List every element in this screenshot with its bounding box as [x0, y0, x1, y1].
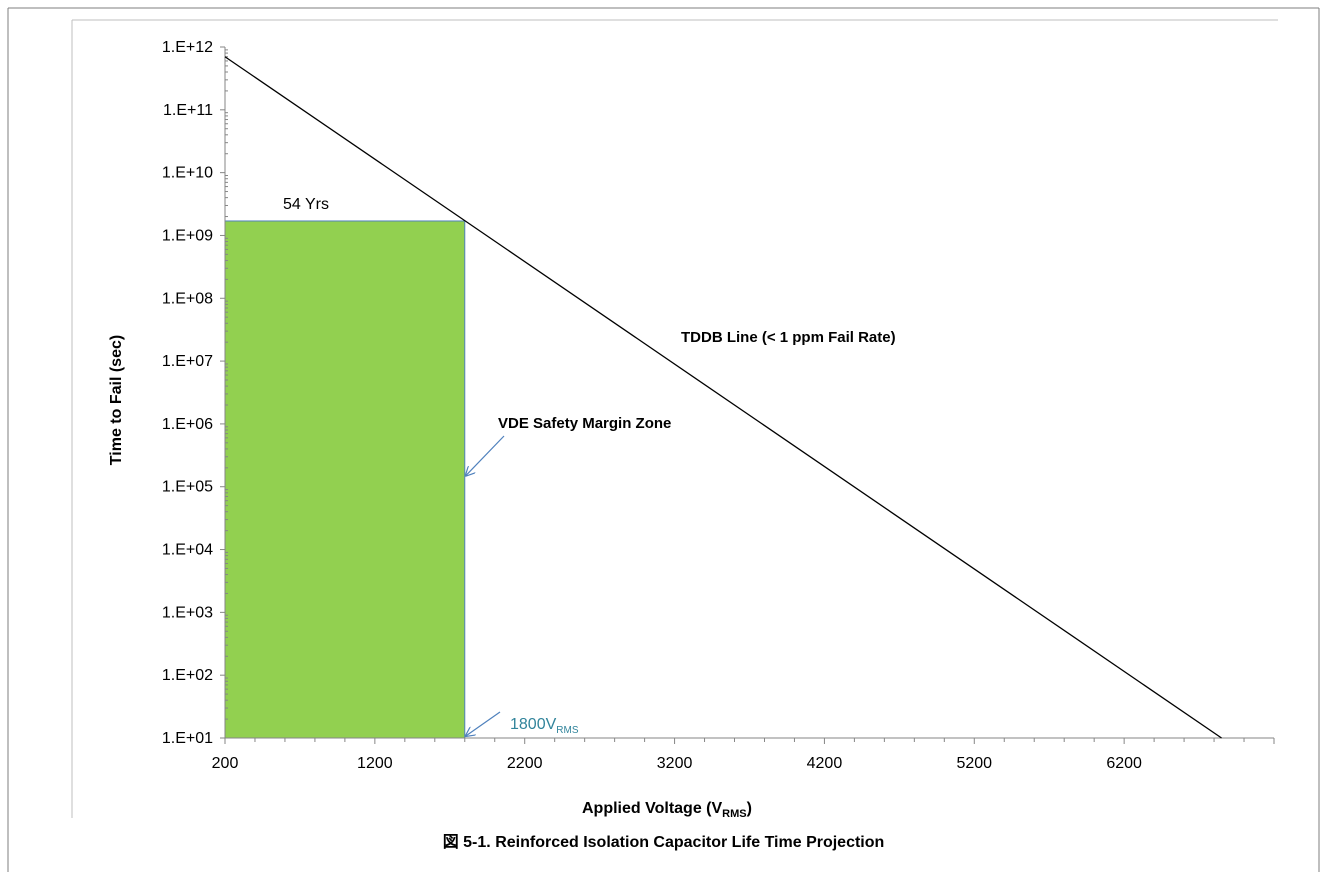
x-axis-title: Applied Voltage (VRMS) — [582, 800, 752, 820]
y-tick-label: 1.E+10 — [162, 165, 213, 182]
voltage-annotation: 1800VRMS — [510, 716, 579, 736]
chart-frame — [7, 7, 1320, 872]
y-tick-label: 1.E+03 — [162, 604, 213, 621]
x-tick-label: 1200 — [357, 755, 393, 772]
caption-text: Reinforced Isolation Capacitor Life Time… — [495, 834, 885, 851]
y-tick-label: 1.E+02 — [162, 667, 213, 684]
voltage-annotation-value: 1800V — [510, 716, 557, 733]
vde-zone-arrow — [466, 435, 505, 476]
vde-safety-zone-rect — [224, 220, 466, 739]
x-axis-title-end: ) — [746, 800, 752, 817]
y-tick-label: 1.E+05 — [162, 479, 213, 496]
series-layer — [224, 56, 1222, 739]
y-tick-label: 1.E+09 — [162, 227, 213, 244]
tddb-line-annotation: TDDB Line (< 1 ppm Fail Rate) — [681, 329, 896, 346]
y-tick-label: 1.E+01 — [162, 730, 213, 747]
x-tick-label: 3200 — [657, 755, 693, 772]
y-tick-label: 1.E+04 — [162, 542, 213, 559]
voltage-annotation-subscript: RMS — [556, 725, 579, 737]
vde-zone-annotation-text: VDE Safety Margin Zone — [498, 415, 672, 432]
y-tick-label: 1.E+12 — [162, 39, 213, 56]
region-layer — [224, 220, 466, 739]
axis-layer: 1.E+01 1.E+02 1.E+03 1.E+04 1.E+05 1.E+06 1.E+… — [162, 39, 1275, 772]
y-axis-title: Time to Fail (sec) — [108, 335, 126, 465]
vde-zone-annotation: VDE Safety Margin Zone — [498, 415, 671, 432]
y-axis-title-text: Time to Fail (sec) — [108, 334, 125, 466]
x-tick-label: 5200 — [956, 755, 992, 772]
voltage-arrow — [466, 711, 501, 736]
x-tick-label: 4200 — [807, 755, 843, 772]
x-axis-title-text: Applied Voltage (V — [582, 800, 723, 817]
years-annotation: 54 Yrs — [283, 196, 329, 213]
tddb-line-annotation-text: TDDB Line (< 1 ppm Fail Rate) — [681, 329, 896, 346]
caption-prefix: 図 5-1. — [442, 834, 491, 851]
x-tick-label: 6200 — [1106, 755, 1142, 772]
x-tick-label: 200 — [212, 755, 239, 772]
y-tick-label: 1.E+07 — [162, 353, 213, 370]
x-tick-label: 2200 — [507, 755, 543, 772]
figure-caption: 図 5-1. Reinforced Isolation Capacitor Li… — [0, 828, 1327, 852]
tddb-series-line — [224, 56, 1222, 739]
y-tick-label: 1.E+06 — [162, 416, 213, 433]
annotation-layer — [466, 435, 505, 736]
x-axis-title-subscript: RMS — [722, 808, 747, 821]
y-tick-label: 1.E+08 — [162, 290, 213, 307]
y-tick-label: 1.E+11 — [163, 102, 213, 119]
